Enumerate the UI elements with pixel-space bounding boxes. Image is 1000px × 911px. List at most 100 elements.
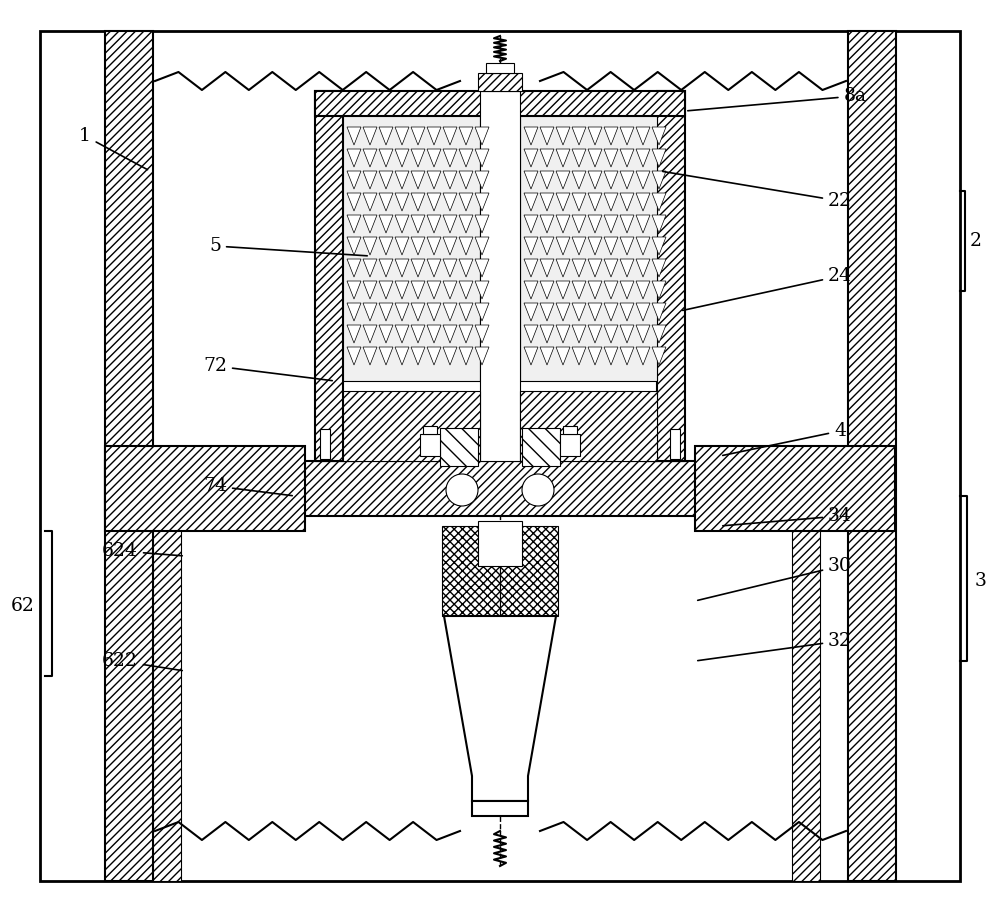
Bar (315, 91, 685, 116)
Polygon shape (572, 193, 586, 211)
Polygon shape (411, 281, 425, 299)
Polygon shape (459, 303, 473, 321)
Polygon shape (524, 127, 538, 145)
Polygon shape (411, 149, 425, 167)
Polygon shape (379, 215, 393, 233)
Bar (563, 426, 577, 434)
Text: 74: 74 (203, 477, 292, 496)
Polygon shape (443, 259, 457, 277)
Polygon shape (556, 171, 570, 189)
Bar (486, 63, 514, 73)
Polygon shape (540, 215, 554, 233)
Polygon shape (427, 259, 441, 277)
Polygon shape (652, 193, 666, 211)
Text: 622: 622 (102, 652, 182, 670)
Polygon shape (588, 171, 602, 189)
Polygon shape (347, 193, 361, 211)
Text: 34: 34 (723, 507, 852, 526)
Polygon shape (475, 259, 489, 277)
Polygon shape (620, 127, 634, 145)
Text: 3: 3 (975, 572, 987, 590)
Polygon shape (363, 347, 377, 365)
Polygon shape (443, 347, 457, 365)
Polygon shape (459, 281, 473, 299)
Polygon shape (540, 259, 554, 277)
Polygon shape (475, 347, 489, 365)
Bar (520, 391, 657, 461)
Polygon shape (588, 149, 602, 167)
Text: 1: 1 (79, 127, 148, 169)
Bar (420, 434, 440, 456)
Polygon shape (379, 171, 393, 189)
Bar (480, 91, 520, 461)
Polygon shape (459, 149, 473, 167)
Polygon shape (475, 237, 489, 255)
Bar (423, 426, 437, 434)
Polygon shape (443, 215, 457, 233)
Polygon shape (604, 127, 618, 145)
Polygon shape (443, 325, 457, 343)
Bar (320, 429, 330, 459)
Polygon shape (572, 237, 586, 255)
Polygon shape (363, 237, 377, 255)
Bar (695, 446, 895, 531)
Text: 30: 30 (698, 557, 852, 600)
Text: 624: 624 (102, 542, 182, 560)
Polygon shape (427, 303, 441, 321)
Bar (440, 428, 478, 466)
Text: 4: 4 (723, 422, 846, 456)
Polygon shape (588, 347, 602, 365)
Polygon shape (411, 237, 425, 255)
Polygon shape (459, 237, 473, 255)
Polygon shape (604, 259, 618, 277)
Polygon shape (556, 303, 570, 321)
Polygon shape (620, 303, 634, 321)
Polygon shape (411, 193, 425, 211)
Polygon shape (427, 171, 441, 189)
Polygon shape (475, 215, 489, 233)
Polygon shape (556, 347, 570, 365)
Polygon shape (636, 303, 650, 321)
Polygon shape (427, 281, 441, 299)
Polygon shape (556, 325, 570, 343)
Polygon shape (652, 303, 666, 321)
Polygon shape (556, 237, 570, 255)
Polygon shape (347, 259, 361, 277)
Polygon shape (363, 193, 377, 211)
Bar (522, 428, 560, 466)
Polygon shape (427, 193, 441, 211)
Polygon shape (636, 281, 650, 299)
Polygon shape (604, 193, 618, 211)
Polygon shape (636, 215, 650, 233)
Polygon shape (636, 127, 650, 145)
Polygon shape (572, 347, 586, 365)
Polygon shape (556, 149, 570, 167)
Polygon shape (443, 303, 457, 321)
Polygon shape (556, 259, 570, 277)
Polygon shape (347, 325, 361, 343)
Polygon shape (347, 237, 361, 255)
Bar (343, 116, 480, 381)
Text: 24: 24 (683, 267, 852, 311)
Polygon shape (620, 237, 634, 255)
Polygon shape (459, 347, 473, 365)
Polygon shape (620, 149, 634, 167)
Polygon shape (395, 171, 409, 189)
Polygon shape (604, 215, 618, 233)
Polygon shape (620, 193, 634, 211)
Polygon shape (443, 149, 457, 167)
Text: 62: 62 (11, 597, 35, 615)
Polygon shape (524, 303, 538, 321)
Polygon shape (652, 281, 666, 299)
Polygon shape (540, 237, 554, 255)
Polygon shape (347, 347, 361, 365)
Polygon shape (636, 325, 650, 343)
Polygon shape (411, 259, 425, 277)
Polygon shape (363, 281, 377, 299)
Polygon shape (556, 281, 570, 299)
Polygon shape (427, 347, 441, 365)
Bar (520, 116, 657, 381)
Polygon shape (524, 347, 538, 365)
Bar (478, 521, 522, 566)
Polygon shape (347, 215, 361, 233)
